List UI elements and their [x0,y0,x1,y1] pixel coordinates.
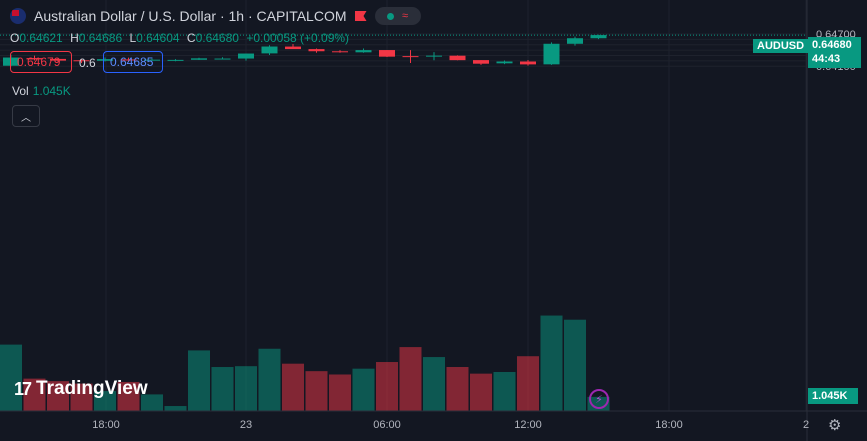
volume-bar [117,381,140,411]
tradingview-logo-icon: 17 [14,378,32,399]
sell-button[interactable]: 0.64679 [10,51,72,73]
candle-body [590,35,607,39]
candles [3,34,607,67]
volume-scale-tag: 1.045K [808,388,858,404]
candle-body [120,59,137,61]
bar-countdown: 44:43 [812,53,841,65]
candle-body [238,53,254,59]
candle-body [261,46,278,54]
volume-bar [517,356,539,411]
volume-bar [141,394,163,411]
candle-body [449,55,466,61]
volume-value: 1.045K [32,84,71,98]
volume-bar [540,315,563,411]
candle-body [97,59,113,61]
candle-body [379,50,395,57]
volume-bar [47,381,69,411]
time-tick-label: 18:00 [655,419,683,431]
candle-body [50,58,66,61]
last-price-value: 0.64680 [812,39,852,51]
collapse-legend-button[interactable]: ︿ [12,105,40,127]
symbol-price-tag: AUDUSD [753,39,809,53]
volume-bar [305,371,328,411]
market-open-dot-icon [386,12,394,20]
candle-body [426,55,442,57]
time-axis[interactable]: 18:00 23 06:00 12:00 18:00 2 [92,419,809,431]
candle-body [496,61,513,64]
volume-bar [211,367,234,411]
candle-body [473,60,489,64]
spread-value: 0.6 [79,56,96,70]
volume-bar [564,319,586,411]
brand-name: TradingView [36,378,148,399]
candle-body [355,50,372,53]
close-label: C [186,31,196,45]
australia-flag-icon [10,8,26,24]
candle-body [167,59,184,61]
candle-body [402,56,419,58]
volume-bar [94,391,116,411]
volume-bar [164,406,187,411]
flag-marker-icon[interactable] [354,11,367,21]
volume-bar [188,350,210,411]
volume-bar [446,367,469,411]
volume-bar [282,363,304,411]
volume-bar [399,347,422,411]
low-value: 0.64604 [136,31,180,45]
candle-body [191,58,207,60]
volume-bar [258,348,281,411]
time-tick-label: 23 [240,419,252,431]
open-value: 0.64621 [19,31,63,45]
candle-body [543,43,560,65]
time-tick-label: 18:00 [92,419,120,431]
high-value: 0.64686 [78,31,123,45]
lightning-icon[interactable]: ⚡ [589,389,609,409]
candle-body [332,51,348,53]
candle-body [308,49,325,52]
symbol-header[interactable]: Australian Dollar / U.S. Dollar · 1h · C… [10,7,421,25]
candle-body [214,58,231,60]
volume-bar [70,383,93,411]
candle-body [567,38,583,44]
volume-bar [235,366,257,411]
symbol-title[interactable]: Australian Dollar / U.S. Dollar · 1h · C… [34,8,347,24]
candle-body [520,61,536,65]
low-label: L [129,31,137,45]
tradingview-logo[interactable]: 17 TradingView [14,378,148,400]
time-tick-label: 2 [803,419,809,431]
buy-button[interactable]: 0.64685 [103,51,163,73]
horizontal-grid [0,33,807,67]
vertical-grid [105,0,807,411]
volume-bar [0,344,22,411]
volume-bar [470,373,492,411]
volume-legend: Vol 1.045K [12,84,71,98]
change-value: +0.00058 (+0.09%) [246,31,350,45]
ohlc-values: O0.64621 H0.64686 L0.64604 C0.64680 +0.0… [10,31,353,45]
gear-icon[interactable]: ⚙ [828,417,842,434]
time-tick-label: 12:00 [514,419,542,431]
volume-bar [376,362,398,411]
volume-bar [352,368,375,411]
candle-body [3,57,19,66]
volume-bar [493,371,516,411]
volume-bar [23,378,46,411]
volume-bar [329,374,351,411]
candle-body [26,58,43,60]
open-label: O [10,31,20,45]
candle-body [73,60,90,62]
wave-icon: ≈ [401,10,409,22]
time-tick-label: 06:00 [373,419,401,431]
volume-label: Vol [12,84,29,98]
volume-bar [423,357,445,411]
chevron-up-icon: ︿ [21,112,31,124]
close-value: 0.64680 [195,31,239,45]
candle-body [144,59,160,61]
high-label: H [70,31,79,45]
market-status-pill[interactable]: ≈ [374,7,421,25]
volume-bars [0,315,610,411]
last-price-tag: 0.64680 44:43 [808,37,861,68]
candle-body [285,46,301,50]
